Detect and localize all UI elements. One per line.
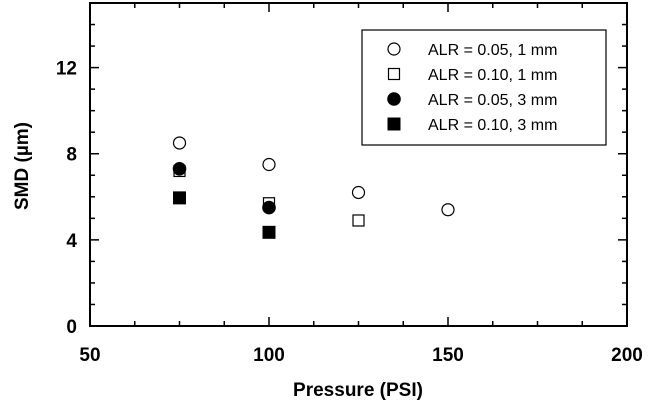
data-point-series-2: [352, 214, 365, 227]
y-tick-label: 8: [66, 145, 77, 166]
legend: ALR = 0.05, 1 mm ALR = 0.10, 1 mm ALR = 0.…: [361, 29, 607, 146]
x-tick-label: 50: [79, 345, 100, 366]
data-point-series-1: [172, 136, 187, 150]
legend-label-series-3: ALR = 0.05, 3 mm: [428, 92, 557, 109]
legend-label-series-4: ALR = 0.10, 3 mm: [428, 117, 557, 134]
y-tick-label: 4: [66, 231, 77, 252]
y-axis-title: SMD (µm): [12, 122, 33, 210]
x-tick-label: 150: [432, 345, 464, 366]
legend-items: ALR = 0.05, 1 mm ALR = 0.10, 1 mm ALR = 0.…: [387, 42, 557, 134]
legend-label-series-2: ALR = 0.10, 1 mm: [428, 67, 557, 84]
x-axis-title: Pressure (PSI): [293, 380, 423, 401]
y-tick-label: 0: [66, 317, 77, 338]
data-point-series-3: [172, 162, 187, 176]
data-point-series-1: [262, 157, 276, 172]
data-point-series-1: [351, 185, 366, 200]
legend-label-series-1: ALR = 0.05, 1 mm: [428, 42, 557, 59]
data-point-series-1: [441, 203, 455, 217]
data-points: [172, 136, 455, 239]
x-tick-label: 200: [611, 345, 643, 366]
legend-marker-series-3: [387, 92, 401, 106]
axis-ticks: [89, 2, 628, 327]
data-point-series-3: [262, 200, 276, 215]
legend-marker-series-1: [387, 42, 401, 56]
axis-tick-labels: 50 100 150 200 0 4 8 12: [56, 59, 643, 366]
legend-marker-series-4: [387, 117, 401, 131]
legend-box: [361, 29, 607, 146]
data-point-series-4: [173, 191, 186, 205]
y-tick-label: 12: [56, 59, 77, 80]
legend-marker-series-2: [387, 67, 401, 81]
data-point-series-4: [262, 225, 276, 239]
x-tick-label: 100: [253, 345, 285, 366]
